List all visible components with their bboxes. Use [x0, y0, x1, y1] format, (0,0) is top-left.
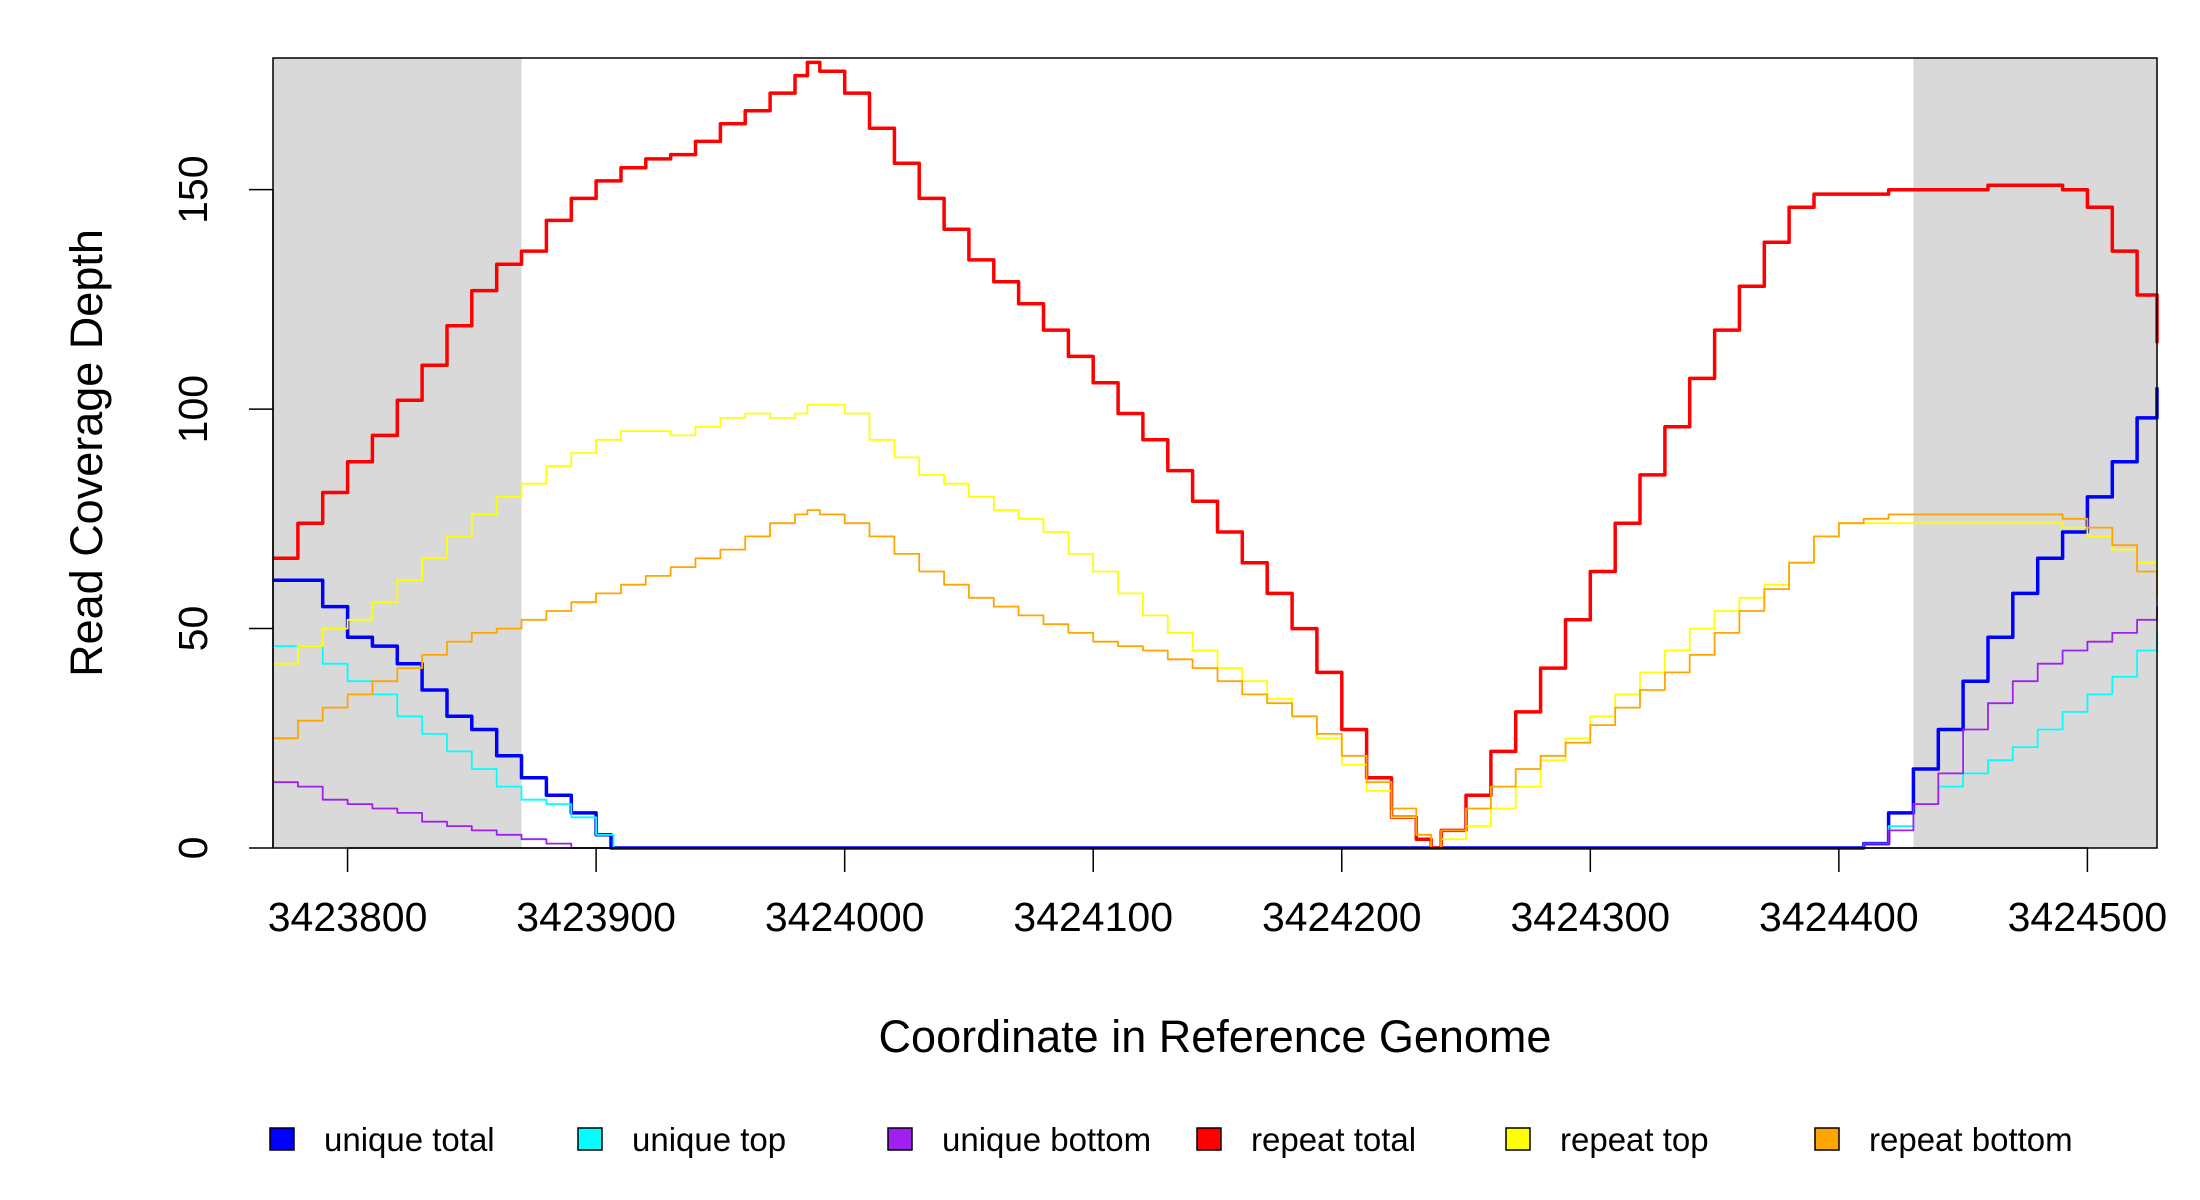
legend-label: repeat top — [1560, 1121, 1709, 1158]
series-line-repeat-total — [273, 60, 2159, 850]
x-tick-label: 3424000 — [765, 894, 925, 940]
y-tick-label: 100 — [170, 375, 216, 443]
legend-swatch — [1196, 1127, 1222, 1151]
series-line-unique-top — [273, 632, 2158, 849]
legend-item-unique-total: unique total — [269, 1121, 495, 1158]
series-lines — [273, 60, 2159, 850]
legend-item-repeat-total: repeat total — [1196, 1121, 1416, 1158]
legend-swatch — [1505, 1127, 1531, 1151]
x-axis: 3423800 3423900 3424000 3424100 3424200 34243… — [268, 847, 2168, 940]
x-tick-label: 3423900 — [516, 894, 676, 940]
legend-item-unique-top: unique top — [577, 1121, 786, 1158]
y-tick-label: 0 — [170, 837, 216, 860]
legend-item-repeat-top: repeat top — [1505, 1121, 1709, 1158]
legend-item-repeat-bottom: repeat bottom — [1814, 1121, 2073, 1158]
legend-swatch — [269, 1127, 295, 1151]
series-line-repeat-bottom — [273, 509, 2158, 849]
series-line-repeat-top — [273, 403, 2158, 849]
legend-label: repeat total — [1251, 1121, 1416, 1158]
x-tick-label: 3423800 — [268, 894, 428, 940]
x-tick-label: 3424300 — [1510, 894, 1670, 940]
legend-swatch — [577, 1127, 603, 1151]
legend-label: unique total — [324, 1121, 495, 1158]
legend-label: repeat bottom — [1869, 1121, 2073, 1158]
x-tick-label: 3424200 — [1262, 894, 1422, 940]
x-tick-label: 3424100 — [1013, 894, 1173, 940]
series-line-unique-total — [273, 387, 2159, 850]
plot-frame — [272, 57, 2158, 849]
x-axis-title: Coordinate in Reference Genome — [879, 1011, 1552, 1062]
y-axis-title: Read Coverage Depth — [61, 229, 112, 677]
y-axis: 0 50 100 150 — [170, 155, 274, 860]
y-tick-label: 150 — [170, 155, 216, 223]
y-tick-label: 50 — [170, 606, 216, 652]
x-tick-label: 3424500 — [2008, 894, 2168, 940]
legend-swatch — [1814, 1127, 1840, 1151]
shaded-regions — [273, 58, 2157, 848]
legend-label: unique bottom — [942, 1121, 1151, 1158]
legend: unique total unique top unique bottom repea… — [269, 1121, 2073, 1158]
series-line-unique-bottom — [273, 606, 2158, 849]
x-tick-label: 3424400 — [1759, 894, 1919, 940]
legend-swatch — [887, 1127, 913, 1151]
legend-item-unique-bottom: unique bottom — [887, 1121, 1151, 1158]
legend-label: unique top — [632, 1121, 786, 1158]
